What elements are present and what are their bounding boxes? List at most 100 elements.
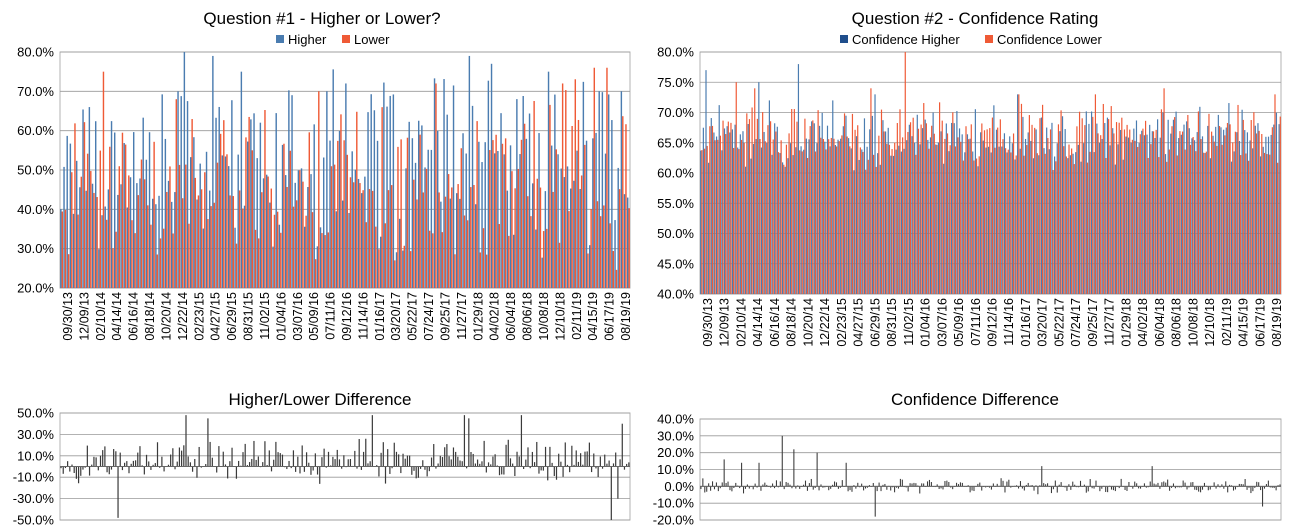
bar-difference (861, 483, 863, 487)
x-tick-label: 11/14/16 (356, 292, 370, 340)
x-tick-label: 04/02/18 (1136, 298, 1150, 347)
bar-difference (450, 459, 452, 467)
bar-series-a (1191, 138, 1193, 294)
bar-difference (1213, 482, 1215, 487)
bar-series-a (1225, 127, 1227, 294)
bar-difference (1070, 486, 1072, 490)
bar-series-a (792, 155, 794, 294)
bar-difference (459, 460, 461, 467)
bar-series-a (569, 188, 572, 288)
bar-series-a (433, 78, 436, 289)
bar-series-b (1044, 153, 1046, 294)
bar-difference (894, 486, 896, 493)
x-tick-label: 12/09/13 (718, 298, 732, 347)
bar-difference (1170, 486, 1173, 488)
bar-series-b (962, 160, 964, 294)
bar-series-a (927, 139, 929, 294)
bar-difference (433, 444, 435, 467)
bar-series-b (257, 238, 260, 288)
bar-difference (876, 486, 878, 492)
bar-series-b (482, 228, 485, 288)
bar-series-b (867, 159, 869, 294)
bar-difference (196, 466, 198, 478)
bar-series-a (544, 191, 547, 288)
bar-series-a (519, 154, 521, 288)
bar-series-b (894, 142, 896, 294)
bar-series-b (159, 238, 162, 288)
bar-series-a (977, 166, 979, 294)
bar-series-b (896, 123, 898, 294)
y-tick-label: 10.0% (17, 448, 54, 463)
bar-series-b (229, 195, 231, 288)
bar-series-b (783, 164, 785, 294)
bar-series-b (466, 220, 469, 288)
bar-series-b (727, 121, 729, 295)
bar-series-b (1108, 119, 1110, 294)
bar-series-a (745, 166, 747, 294)
x-tick-label: 06/17/19 (1253, 298, 1267, 347)
bar-difference (439, 455, 441, 467)
bar-series-a (911, 136, 913, 294)
bar-difference (921, 483, 923, 487)
bar-series-a (503, 154, 505, 288)
bar-difference (977, 483, 979, 487)
bar-difference (1172, 483, 1174, 487)
bar-series-b (479, 252, 482, 288)
bar-series-b (625, 124, 627, 288)
bar-difference (715, 482, 717, 487)
bar-series-a (879, 164, 881, 294)
bar-series-b (381, 107, 383, 288)
bar-series-b (96, 197, 98, 288)
bar-series-b (248, 116, 250, 289)
bar-series-a (1043, 148, 1045, 294)
bar-series-b (862, 151, 864, 294)
x-tick-label: 01/16/17 (373, 292, 387, 341)
bar-difference (971, 486, 973, 491)
bar-series-a (231, 100, 233, 289)
bar-difference (71, 464, 73, 467)
bar-difference (770, 486, 772, 488)
bar-series-b (931, 125, 933, 295)
bar-series-a (297, 170, 300, 288)
bar-series-a (440, 201, 442, 288)
bar-difference (189, 462, 191, 467)
bar-difference (516, 451, 518, 467)
bar-series-a (452, 85, 455, 289)
bar-difference (979, 482, 981, 487)
x-tick-label: 04/15/19 (1237, 298, 1251, 347)
bar-series-a (1172, 119, 1175, 294)
bar-series-a (205, 151, 208, 288)
bar-series-b (511, 171, 513, 288)
bar-series-b (115, 231, 117, 288)
bar-difference (1200, 486, 1202, 493)
x-tick-label: 08/06/18 (521, 292, 535, 341)
bar-series-a (1260, 156, 1262, 294)
bar-series-a (557, 154, 559, 288)
bar-difference (544, 446, 547, 467)
legend-swatch-confidence-higher (840, 35, 848, 43)
bar-series-a (338, 131, 341, 288)
bar-difference (268, 450, 270, 467)
x-tick-label: 02/11/19 (1220, 298, 1234, 346)
bar-series-a (120, 184, 122, 288)
bar-difference (338, 459, 341, 467)
bar-series-a (1067, 158, 1069, 294)
bar-difference (577, 461, 580, 467)
bar-series-b (1010, 152, 1012, 294)
bar-series-a (998, 146, 1000, 294)
bar-series-b (859, 147, 861, 294)
bar-difference (161, 456, 163, 467)
bar-difference (928, 479, 930, 487)
bar-series-b (378, 249, 380, 288)
bar-series-a (916, 114, 918, 294)
bar-series-b (1134, 140, 1136, 294)
bar-difference (523, 466, 525, 470)
bar-series-b (975, 158, 978, 294)
bar-series-b (273, 214, 276, 288)
bar-difference (417, 466, 419, 478)
bar-difference (604, 454, 606, 467)
bar-difference (950, 486, 952, 488)
bar-difference (77, 466, 80, 484)
bar-series-b (425, 168, 428, 288)
bar-series-b (283, 143, 285, 288)
